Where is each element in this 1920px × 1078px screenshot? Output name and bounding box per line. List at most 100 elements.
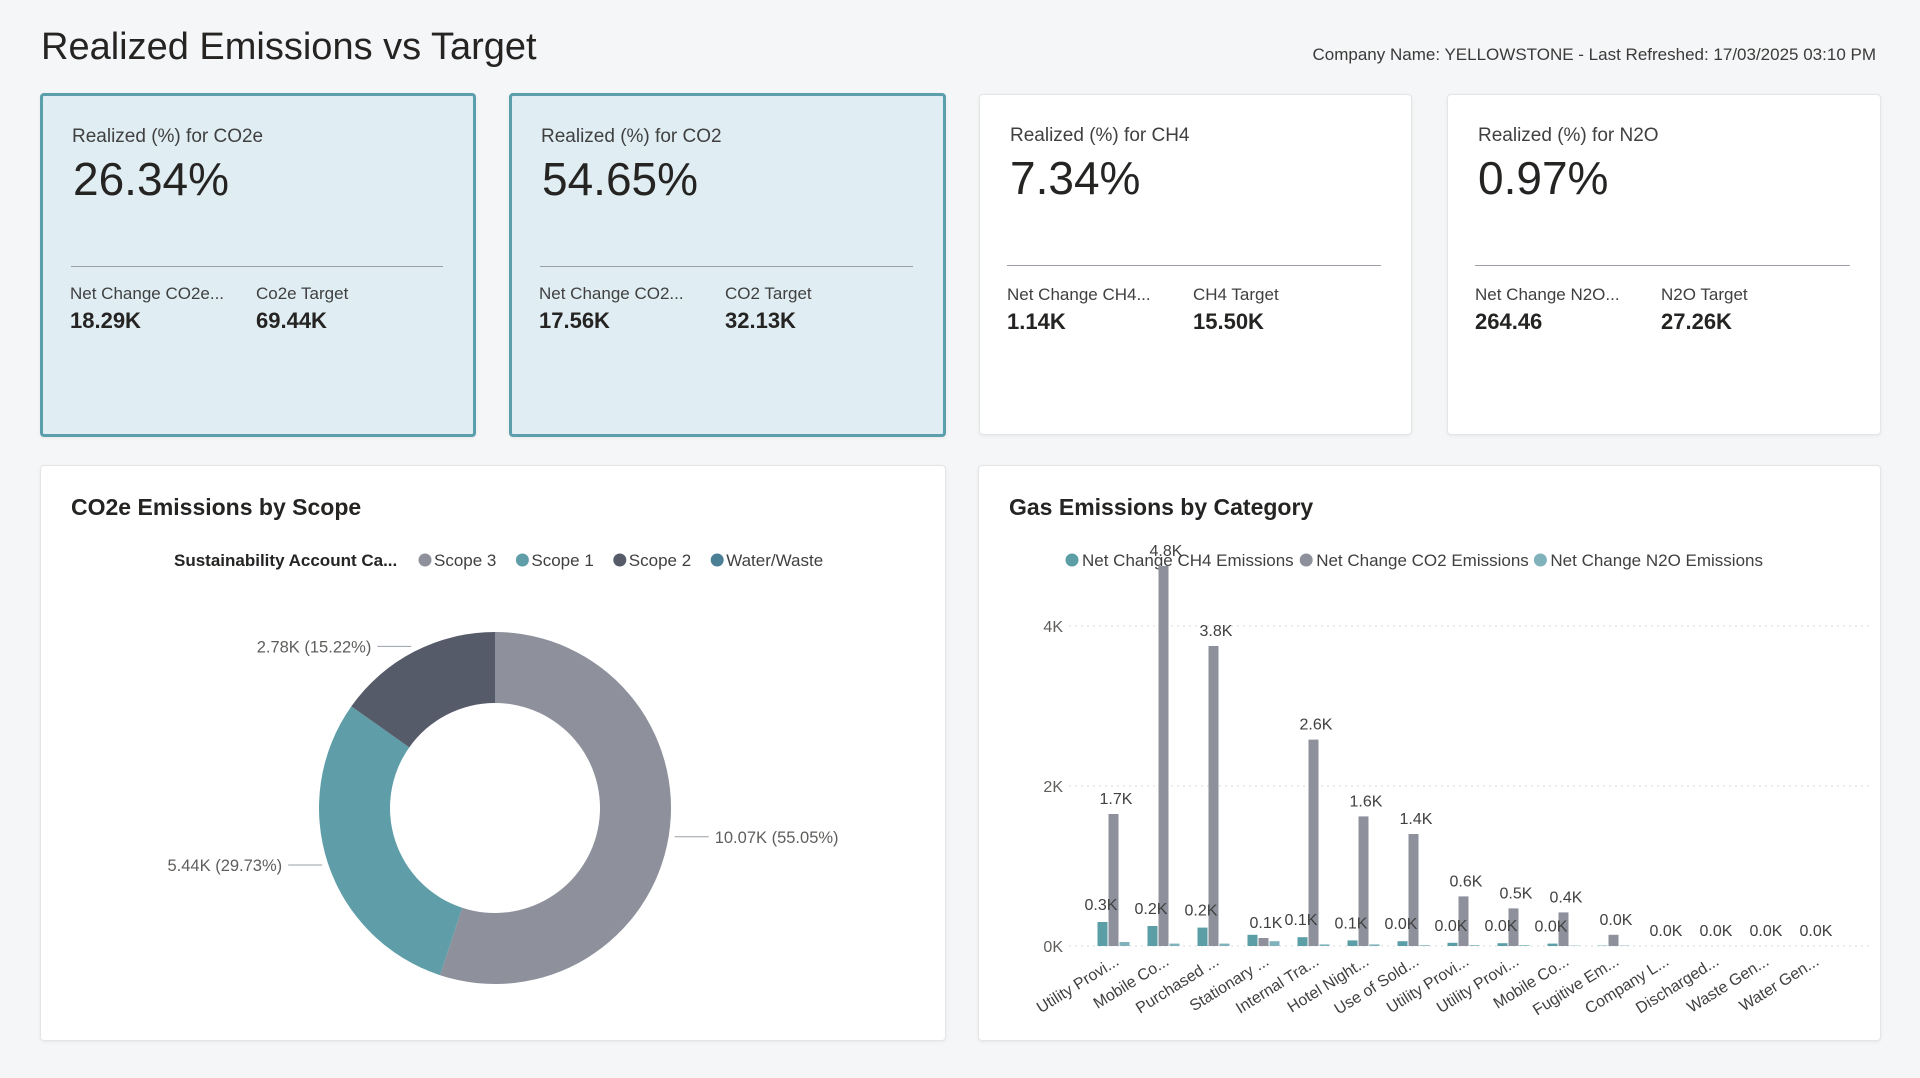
bar-ch4 (1547, 943, 1558, 946)
bar-n2o (1419, 945, 1430, 946)
kpi-card-co2e[interactable]: Realized (%) for CO2e 26.34% Net Change … (40, 93, 476, 437)
target-label: CH4 Target (1193, 285, 1279, 304)
bar-group: 0.6K 0.0K (1435, 873, 1483, 946)
bar-ch4 (1247, 934, 1258, 946)
bar-group: 0.1K (1247, 915, 1283, 946)
bar-ch4 (1197, 927, 1208, 946)
bar-data-label-small: 0.2K (1185, 903, 1218, 920)
legend-label: Scope 3 (434, 551, 496, 570)
kpi-value: 54.65% (542, 153, 699, 205)
net-change-label: Net Change N2O... (1475, 285, 1620, 304)
bar-data-label: 1.6K (1350, 793, 1383, 810)
kpi-label: Realized (%) for N2O (1478, 125, 1659, 146)
bar-ch4 (1297, 937, 1308, 946)
target-label: Co2e Target (256, 284, 349, 303)
bar-co2 (1108, 814, 1119, 946)
bar-data-label: 0.1K (1250, 915, 1283, 932)
kpi-label: Realized (%) for CO2 (541, 126, 722, 147)
kpi-target: Co2e Target 69.44K (256, 284, 348, 334)
net-change-label: Net Change CH4... (1007, 285, 1151, 304)
target-value: 27.26K (1661, 309, 1732, 334)
kpi-label: Realized (%) for CH4 (1010, 125, 1190, 146)
net-change-value: 264.46 (1475, 309, 1543, 334)
bar-data-label: 1.4K (1400, 811, 1433, 828)
divider (71, 266, 443, 267)
divider (1007, 265, 1381, 266)
slice-data-label: 2.78K (15.22%) (257, 638, 372, 656)
legend-marker (1299, 553, 1313, 567)
bar-data-label-small: 0.0K (1385, 916, 1418, 933)
kpi-net-change: Net Change N2O... 264.46 (1475, 285, 1620, 335)
kpi-net-change: Net Change CH4... 1.14K (1007, 285, 1151, 335)
legend-marker-water-waste (710, 553, 724, 567)
bar-panel[interactable]: Gas Emissions by Category Net Change CH4… (978, 465, 1881, 1041)
bar-co2 (1458, 896, 1469, 946)
bar-co2 (1608, 934, 1619, 946)
x-tick-label: Use of Sold... (1332, 953, 1422, 1018)
divider (1475, 265, 1850, 266)
legend-marker-scope-1 (515, 553, 529, 567)
panel-title: CO2e Emissions by Scope (71, 494, 362, 520)
kpi-target: CH4 Target 15.50K (1193, 285, 1279, 335)
bar-data-label: 0.0K (1750, 923, 1783, 940)
bar-n2o (1219, 943, 1230, 946)
legend-label: Scope 2 (629, 551, 691, 570)
bar-data-label: 0.6K (1450, 873, 1483, 890)
bar-chart[interactable]: Net Change CH4 Emissions Net Change CO2 E… (979, 466, 1880, 1040)
bar-group: 0.5K 0.0K (1485, 885, 1533, 946)
company-refresh-info: Company Name: YELLOWSTONE - Last Refresh… (1312, 45, 1877, 64)
kpi-target: CO2 Target 32.13K (725, 284, 812, 334)
kpi-card-n2o[interactable]: Realized (%) for N2O 0.97% Net Change N2… (1447, 94, 1881, 435)
bar-n2o (1469, 945, 1480, 946)
bar-data-label: 0.5K (1500, 885, 1533, 902)
bar-data-label: 1.7K (1100, 791, 1133, 808)
bar-ch4 (1347, 940, 1358, 946)
slice-data-label: 10.07K (55.05%) (715, 829, 839, 847)
slice-data-label: 5.44K (29.73%) (168, 857, 283, 875)
target-label: CO2 Target (725, 284, 812, 303)
page-title: Realized Emissions vs Target (41, 26, 537, 68)
kpi-net-change: Net Change CO2e... 18.29K (70, 284, 224, 334)
net-change-value: 18.29K (70, 308, 141, 333)
legend-title: Sustainability Account Ca... (174, 551, 397, 570)
bar-data-label: 0.0K (1800, 923, 1833, 940)
net-change-label: Net Change CO2e... (70, 284, 225, 303)
bar-group: 0.0K (1650, 923, 1683, 940)
bar-co2 (1558, 912, 1569, 946)
bar-ch4 (1497, 943, 1508, 946)
bar-group: 1.6K 0.1K (1335, 793, 1383, 946)
legend-marker (1533, 553, 1547, 567)
kpi-value: 0.97% (1478, 152, 1609, 204)
donut-panel[interactable]: CO2e Emissions by Scope Sustainability A… (40, 465, 946, 1041)
bar-group: 0.4K 0.0K (1535, 889, 1583, 946)
bar-ch4 (1097, 922, 1108, 946)
y-tick-label: 0K (1043, 939, 1063, 956)
kpi-target: N2O Target 27.26K (1661, 285, 1748, 335)
bar-co2 (1408, 834, 1419, 946)
kpi-card-ch4[interactable]: Realized (%) for CH4 7.34% Net Change CH… (979, 94, 1412, 435)
donut-chart[interactable]: Sustainability Account Ca... Scope 3 Scope… (41, 466, 945, 1040)
bar-co2 (1308, 739, 1319, 946)
bar-group: 0.0K (1750, 923, 1783, 940)
kpi-card-co2[interactable]: Realized (%) for CO2 54.65% Net Change C… (509, 93, 946, 437)
legend-marker-scope-3 (418, 553, 432, 567)
y-tick-label: 4K (1043, 619, 1063, 636)
target-value: 69.44K (256, 308, 327, 333)
bar-n2o (1319, 944, 1330, 946)
bar-data-label: 2.6K (1300, 717, 1333, 734)
bar-data-label-small: 0.1K (1335, 915, 1368, 932)
bar-co2 (1358, 816, 1369, 946)
bar-data-label: 4.8K (1150, 543, 1183, 560)
net-change-label: Net Change CO2... (539, 284, 684, 303)
legend-label: Net Change CH4 Emissions (1082, 551, 1294, 570)
bar-group: 1.4K 0.0K (1385, 811, 1433, 946)
target-value: 15.50K (1193, 309, 1264, 334)
bar-data-label: 3.8K (1200, 623, 1233, 640)
y-tick-label: 2K (1043, 779, 1063, 796)
target-value: 32.13K (725, 308, 796, 333)
bar-data-label-small: 0.2K (1135, 901, 1168, 918)
legend-marker-scope-2 (613, 553, 627, 567)
bar-data-label: 0.0K (1700, 923, 1733, 940)
legend-label: Scope 1 (531, 551, 593, 570)
divider (540, 266, 913, 267)
